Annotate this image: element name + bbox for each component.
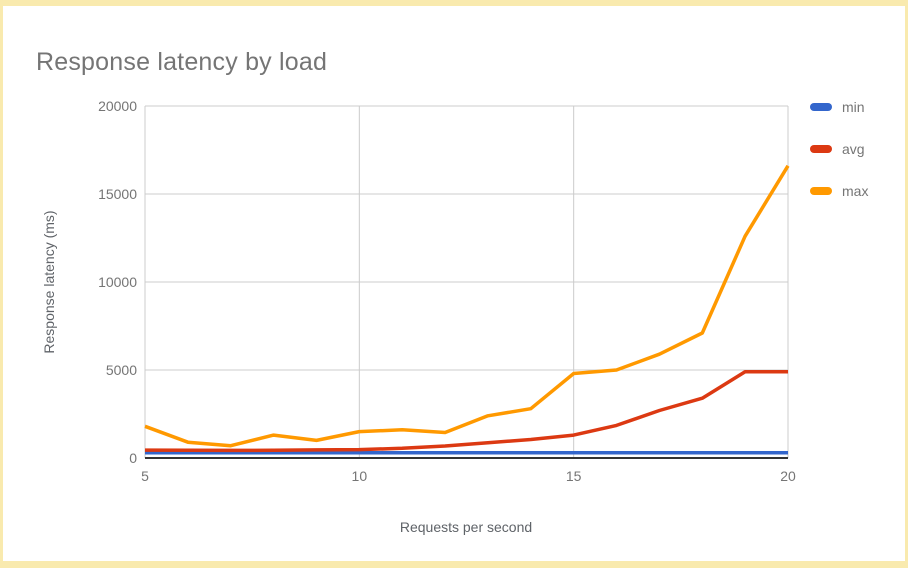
x-tick-label-5: 5 (141, 468, 149, 484)
y-tick-label-15000: 15000 (98, 186, 137, 202)
series-line-avg (144, 370, 788, 453)
legend-label-avg: avg (842, 141, 865, 157)
x-axis-title: Requests per second (399, 519, 533, 535)
legend-swatch-max-icon (810, 187, 832, 195)
line-chart-plot-area: 0 5000 10000 15000 20000 5 10 15 20 (98, 98, 796, 484)
x-tick-label-15: 15 (566, 468, 582, 484)
legend-label-max: max (842, 183, 869, 199)
y-tick-label-20000: 20000 (98, 98, 137, 114)
y-tick-label-0: 0 (129, 450, 137, 466)
legend-item-min: min (810, 96, 868, 118)
legend-item-max: max (810, 180, 868, 202)
x-tick-label-20: 20 (780, 468, 796, 484)
legend-swatch-avg-icon (810, 145, 832, 153)
legend-item-avg: avg (810, 138, 868, 160)
y-tick-label-5000: 5000 (106, 362, 137, 378)
chart-legend: min avg max (810, 96, 868, 222)
legend-label-min: min (842, 99, 865, 115)
legend-swatch-min-icon (810, 103, 832, 111)
y-tick-label-10000: 10000 (98, 274, 137, 290)
series-line-max (144, 164, 790, 448)
y-axis-title: Response latency (ms) (41, 210, 57, 354)
chart-title: Response latency by load (36, 48, 328, 76)
x-tick-label-10: 10 (352, 468, 368, 484)
